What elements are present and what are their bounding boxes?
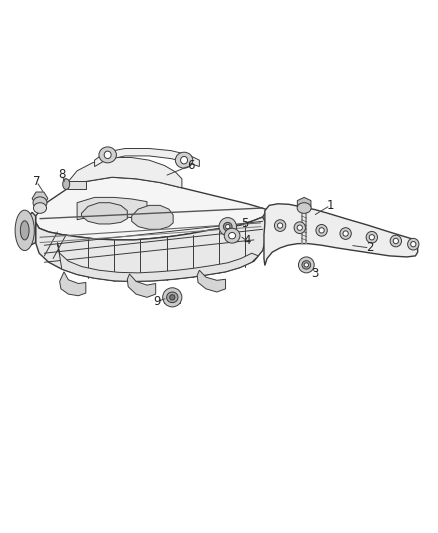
Ellipse shape [278,223,283,228]
Ellipse shape [226,224,230,229]
Ellipse shape [63,179,70,189]
Text: 1: 1 [327,199,334,212]
Polygon shape [35,177,267,240]
Ellipse shape [162,288,182,307]
Text: 8: 8 [58,168,66,181]
Ellipse shape [340,228,351,239]
Ellipse shape [390,235,402,247]
Ellipse shape [223,222,232,231]
Polygon shape [132,205,173,229]
Polygon shape [68,158,182,189]
Ellipse shape [20,221,29,240]
Ellipse shape [304,263,308,267]
Polygon shape [32,192,48,205]
Text: 7: 7 [33,175,40,188]
Ellipse shape [343,231,348,236]
Text: 3: 3 [311,267,319,280]
Ellipse shape [33,203,46,213]
Polygon shape [60,272,86,296]
Ellipse shape [316,224,327,236]
Ellipse shape [175,152,193,168]
Polygon shape [57,243,258,281]
Ellipse shape [166,292,178,303]
Polygon shape [264,204,418,265]
Ellipse shape [99,147,117,163]
Ellipse shape [366,231,378,243]
Ellipse shape [104,151,111,159]
Ellipse shape [302,261,311,269]
Ellipse shape [408,238,419,250]
Ellipse shape [33,197,47,208]
Ellipse shape [297,203,311,213]
Polygon shape [95,149,199,166]
Ellipse shape [15,210,34,251]
Polygon shape [164,296,180,303]
Polygon shape [197,270,226,292]
Ellipse shape [229,232,236,239]
Ellipse shape [369,235,374,240]
Ellipse shape [297,225,302,230]
Ellipse shape [180,157,187,164]
Ellipse shape [275,220,286,231]
Polygon shape [81,203,127,224]
Text: 2: 2 [366,241,373,254]
Text: 5: 5 [240,217,248,230]
Polygon shape [77,197,147,220]
Polygon shape [23,212,35,245]
Ellipse shape [224,228,240,243]
Ellipse shape [294,222,305,233]
Polygon shape [68,181,86,189]
Text: 9: 9 [153,295,161,308]
Ellipse shape [319,228,324,233]
Ellipse shape [393,238,399,244]
Polygon shape [35,217,266,281]
Ellipse shape [170,295,175,300]
Ellipse shape [411,241,416,247]
Text: 4: 4 [244,235,251,247]
Polygon shape [127,274,155,297]
Ellipse shape [219,217,237,236]
Polygon shape [297,197,311,210]
Text: 6: 6 [187,159,194,172]
Ellipse shape [298,257,314,273]
